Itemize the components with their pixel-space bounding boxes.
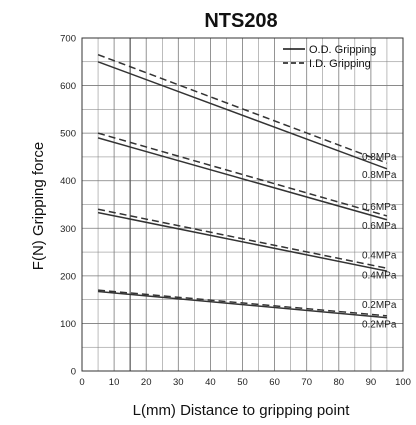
y-tick-label: 600 [60, 81, 76, 92]
y-tick-label: 200 [60, 271, 76, 282]
y-axis-label: F(N) Gripping force [30, 142, 47, 270]
pressure-label: 0.8MPa [362, 152, 397, 163]
pressure-label: 0.8MPa [362, 170, 397, 181]
grid [81, 37, 404, 372]
y-tick-label: 100 [60, 319, 76, 330]
x-tick-label: 60 [269, 377, 280, 388]
x-tick-label: 30 [173, 377, 184, 388]
series-line [97, 132, 388, 217]
pressure-label: 0.6MPa [362, 202, 397, 213]
y-tick-label: 500 [60, 129, 76, 140]
series-line [97, 289, 388, 317]
x-tick-label: 80 [334, 377, 345, 388]
x-tick-label: 100 [395, 377, 411, 388]
series-line [97, 137, 388, 221]
plot-frame [81, 37, 404, 372]
series-line [97, 211, 388, 272]
x-tick-label: 20 [141, 377, 152, 388]
legend: O.D. Gripping I.D. Gripping [283, 44, 376, 70]
x-axis-label: L(mm) Distance to gripping point [133, 402, 351, 419]
axes: 0 10 20 30 40 50 60 70 80 90 100 0 100 200 300 400 500 60… [60, 34, 411, 389]
pressure-label: 0.4MPa [362, 250, 397, 261]
y-tick-label: 300 [60, 224, 76, 235]
series-line [97, 208, 388, 269]
legend-label: I.D. Gripping [309, 58, 371, 70]
y-tick-label: 0 [71, 367, 76, 378]
pressure-label: 0.2MPa [362, 300, 397, 311]
chart-title: NTS208 [204, 10, 277, 32]
series-line [97, 53, 388, 164]
x-tick-label: 90 [366, 377, 377, 388]
y-tick-label: 400 [60, 176, 76, 187]
series-line [97, 290, 388, 319]
x-tick-label: 70 [301, 377, 312, 388]
x-tick-label: 10 [109, 377, 120, 388]
x-tick-label: 50 [237, 377, 248, 388]
series-line [97, 61, 388, 170]
x-tick-label: 0 [79, 377, 84, 388]
pressure-labels: 0.8MPa 0.8MPa 0.6MPa 0.6MPa 0.4MPa 0.4MPa 0.2M… [362, 152, 397, 330]
pressure-label: 0.2MPa [362, 319, 397, 330]
y-tick-label: 700 [60, 34, 76, 45]
pressure-label: 0.4MPa [362, 270, 397, 281]
series-lines [97, 53, 388, 319]
pressure-label: 0.6MPa [362, 221, 397, 232]
x-tick-label: 40 [205, 377, 216, 388]
legend-label: O.D. Gripping [309, 44, 376, 56]
